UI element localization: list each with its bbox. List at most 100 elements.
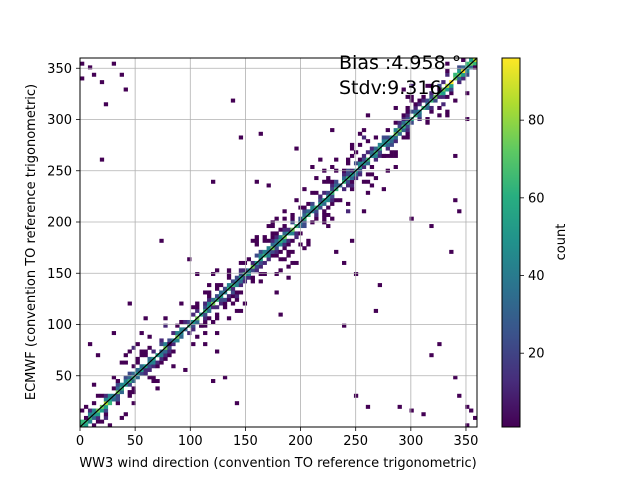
heatmap-cell xyxy=(234,308,240,313)
heatmap-cell xyxy=(413,102,418,107)
heatmap-cell xyxy=(361,153,367,158)
x-tick-label: 250 xyxy=(343,434,368,449)
heatmap-cell xyxy=(461,65,466,70)
heatmap-cell xyxy=(222,301,228,306)
heatmap-outlier-cell xyxy=(131,390,136,395)
heatmap-outlier-cell xyxy=(155,379,160,384)
heatmap-cell xyxy=(318,198,323,203)
heatmap-outlier-cell xyxy=(330,128,335,133)
heatmap-cell xyxy=(226,316,232,321)
heatmap-cell xyxy=(250,275,255,280)
heatmap-cell xyxy=(214,294,220,299)
heatmap-cell xyxy=(203,323,208,328)
heatmap-cell xyxy=(393,105,398,110)
heatmap-cell xyxy=(191,342,196,347)
heatmap-cell xyxy=(230,279,236,284)
heatmap-cell xyxy=(131,345,136,350)
heatmap-cell xyxy=(282,227,287,232)
heatmap-cell xyxy=(191,312,196,317)
y-axis-ticks: 50 100 150 200 250 300 350 xyxy=(47,62,80,384)
heatmap-outlier-cell xyxy=(80,61,85,66)
colorbar-tick-label: 20 xyxy=(528,347,545,362)
colorbar-ticks: 20 40 60 80 xyxy=(520,114,545,362)
heatmap-cell xyxy=(203,319,208,324)
heatmap-cell xyxy=(457,65,462,70)
heatmap-cell xyxy=(290,212,295,217)
heatmap-cell xyxy=(349,146,355,151)
heatmap-cell xyxy=(457,80,462,85)
heatmap-outlier-cell xyxy=(429,353,434,358)
heatmap-cell xyxy=(274,216,279,221)
heatmap-cell xyxy=(230,301,236,306)
heatmap-cell xyxy=(207,297,212,302)
heatmap-outlier-cell xyxy=(123,87,128,92)
heatmap-cell xyxy=(270,235,275,240)
heatmap-cell xyxy=(449,91,454,96)
heatmap-cell xyxy=(429,83,434,88)
heatmap-outlier-cell xyxy=(465,117,470,122)
heatmap-cell xyxy=(203,342,208,347)
heatmap-outlier-cell xyxy=(373,308,379,313)
heatmap-outlier-cell xyxy=(254,179,259,184)
heatmap-cell xyxy=(326,176,331,181)
heatmap-cell xyxy=(191,323,196,328)
heatmap-cell xyxy=(135,367,140,372)
heatmap-cell xyxy=(266,253,271,258)
heatmap-cell xyxy=(123,360,128,365)
heatmap-cell xyxy=(242,260,248,265)
heatmap-cell xyxy=(115,386,120,391)
heatmap-cell xyxy=(381,135,386,140)
heatmap-cell xyxy=(238,290,244,295)
heatmap-cell xyxy=(175,338,180,343)
heatmap-cell xyxy=(218,297,224,302)
heatmap-outlier-cell xyxy=(183,367,188,372)
heatmap-cell xyxy=(349,183,355,188)
heatmap-outlier-cell xyxy=(258,131,263,136)
heatmap-cell xyxy=(80,408,85,413)
heatmap-cell xyxy=(385,142,390,147)
heatmap-cell xyxy=(139,353,144,358)
heatmap-outlier-cell xyxy=(286,264,291,269)
heatmap-cell xyxy=(111,375,117,380)
heatmap-cell xyxy=(131,379,136,384)
heatmap-cell xyxy=(369,172,375,177)
heatmap-cell xyxy=(330,201,335,206)
heatmap-cell xyxy=(214,316,220,321)
heatmap-cell xyxy=(282,242,287,247)
heatmap-cell xyxy=(103,397,109,402)
heatmap-cell xyxy=(465,91,470,96)
heatmap-cell xyxy=(361,128,367,133)
heatmap-cell xyxy=(322,216,327,221)
heatmap-cell xyxy=(286,242,291,247)
y-tick-label: 300 xyxy=(47,113,72,128)
heatmap-cell xyxy=(421,98,426,103)
axes-frame xyxy=(79,57,478,428)
heatmap-outlier-cell xyxy=(274,290,279,295)
heatmap-cell xyxy=(107,423,113,427)
x-tick-label: 0 xyxy=(76,434,84,449)
heatmap-cell xyxy=(389,153,394,158)
heatmap-cell xyxy=(87,408,93,413)
heatmap-outlier-cell xyxy=(171,364,176,369)
heatmap-cell xyxy=(115,379,120,384)
heatmap-outlier-cell xyxy=(80,76,85,81)
heatmap-cell xyxy=(449,83,454,88)
heatmap-cell xyxy=(203,316,208,321)
heatmap-cell xyxy=(365,190,371,195)
heatmap-outlier-cell xyxy=(87,65,93,70)
colorbar-frame xyxy=(501,57,521,428)
heatmap-cell xyxy=(322,209,327,214)
heatmap-cell xyxy=(175,323,180,328)
heatmap-cell xyxy=(429,94,434,99)
heatmap-outlier-cell xyxy=(469,408,474,413)
heatmap-cell xyxy=(163,349,168,354)
heatmap-outlier-cell xyxy=(211,179,216,184)
x-tick-label: 100 xyxy=(178,434,203,449)
heatmap-cell xyxy=(143,371,148,376)
heatmap-outlier-cell xyxy=(278,312,283,317)
heatmap-cell xyxy=(389,150,394,155)
heatmap-outlier-cell xyxy=(449,249,454,254)
heatmap-cell xyxy=(445,109,450,114)
heatmap-cell xyxy=(195,301,200,306)
heatmap-cell xyxy=(139,371,144,376)
